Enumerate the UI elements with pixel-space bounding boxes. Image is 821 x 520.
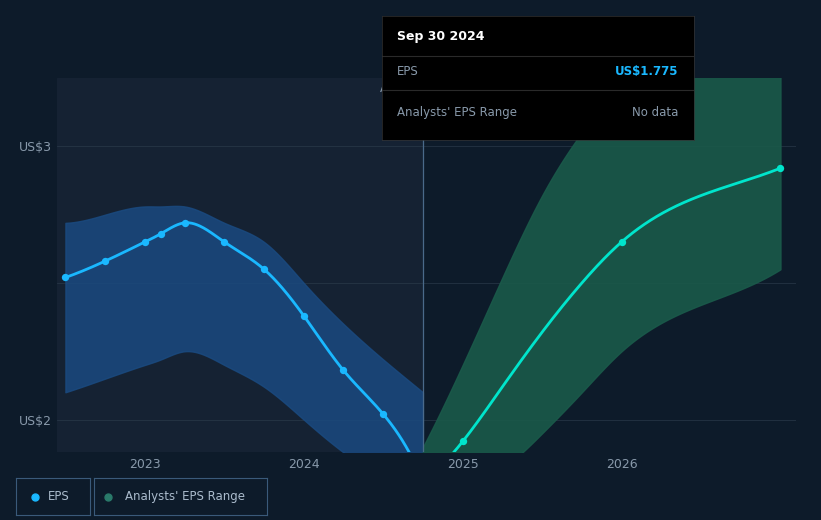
Point [99, 257, 112, 265]
Point [154, 230, 167, 238]
Point [138, 238, 151, 246]
Point [416, 477, 429, 485]
Point [59, 274, 72, 282]
Bar [57, 78, 423, 452]
Text: EPS: EPS [48, 490, 69, 503]
Point [258, 265, 271, 274]
Text: Analysts' EPS Range: Analysts' EPS Range [397, 107, 517, 120]
Point [456, 437, 470, 446]
Text: Analysts Forecasts: Analysts Forecasts [429, 83, 539, 96]
Point [297, 311, 310, 320]
Point [416, 477, 429, 485]
Point [774, 164, 787, 172]
Point [615, 238, 628, 246]
Text: Analysts' EPS Range: Analysts' EPS Range [126, 490, 245, 503]
Text: EPS: EPS [397, 65, 419, 78]
Text: No data: No data [632, 107, 678, 120]
Point [377, 410, 390, 418]
Text: Actual: Actual [379, 83, 416, 96]
Text: US$1.775: US$1.775 [615, 65, 678, 78]
Point [178, 219, 191, 227]
Point [218, 238, 231, 246]
Text: Sep 30 2024: Sep 30 2024 [397, 30, 485, 43]
Point [337, 366, 350, 374]
